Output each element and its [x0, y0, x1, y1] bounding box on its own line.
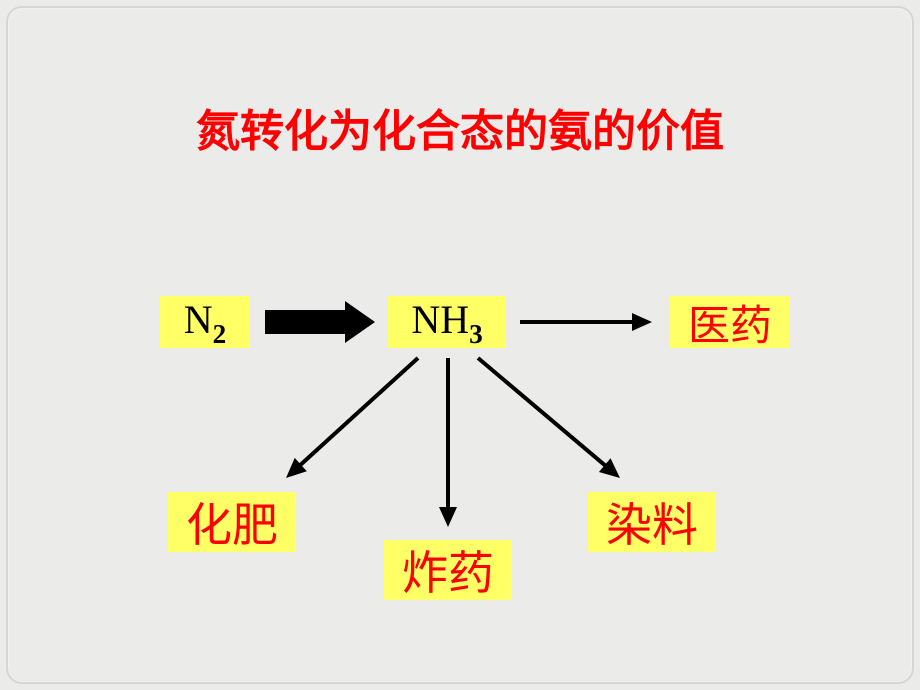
arrow-thin-head-1 — [286, 458, 307, 478]
arrow-thin-3 — [478, 358, 608, 468]
arrow-thin-head-0 — [632, 313, 652, 331]
slide: 氮转化为化合态的氨的价值 N2 NH3 医药 化肥 炸药 染料 — [0, 0, 920, 690]
node-explosive: 炸药 — [384, 540, 512, 600]
node-huafei-label: 化肥 — [186, 489, 278, 555]
arrow-thin-head-3 — [599, 458, 620, 478]
node-zhayao-label: 炸药 — [402, 537, 494, 603]
node-medicine: 医药 — [670, 296, 790, 348]
arrow-thick — [265, 301, 375, 343]
arrow-thin-1 — [298, 358, 418, 467]
arrow-thin-head-2 — [439, 507, 457, 527]
slide-title: 氮转化为化合态的氨的价值 — [0, 95, 920, 159]
node-dye: 染料 — [588, 492, 716, 552]
node-n2-label: N2 — [184, 296, 226, 349]
node-yiyao-label: 医药 — [688, 292, 772, 353]
node-ranliao-label: 染料 — [606, 489, 698, 555]
node-n2: N2 — [160, 296, 250, 348]
node-nh3: NH3 — [388, 296, 506, 348]
node-nh3-label: NH3 — [411, 296, 482, 349]
node-fertilizer: 化肥 — [168, 492, 296, 552]
